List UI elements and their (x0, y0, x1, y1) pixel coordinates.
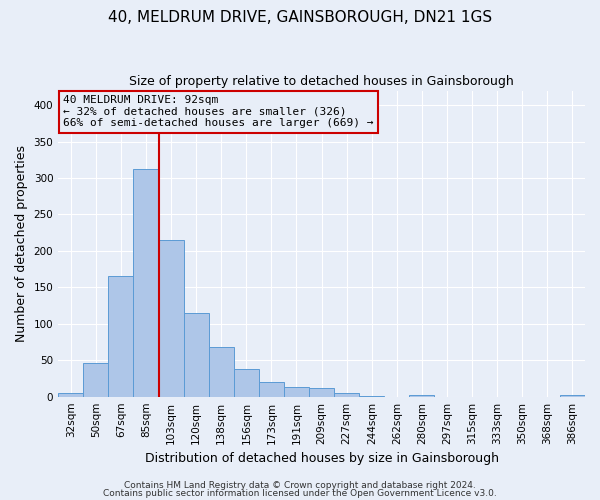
X-axis label: Distribution of detached houses by size in Gainsborough: Distribution of detached houses by size … (145, 452, 499, 465)
Title: Size of property relative to detached houses in Gainsborough: Size of property relative to detached ho… (129, 75, 514, 88)
Bar (234, 369, 259, 396)
Bar (58, 393, 83, 396)
Bar (184, 313, 209, 396)
Bar (109, 276, 133, 396)
Bar (133, 170, 158, 396)
Text: 40 MELDRUM DRIVE: 92sqm
← 32% of detached houses are smaller (326)
66% of semi-d: 40 MELDRUM DRIVE: 92sqm ← 32% of detache… (64, 95, 374, 128)
Y-axis label: Number of detached properties: Number of detached properties (15, 145, 28, 342)
Bar (334, 393, 359, 396)
Text: Contains public sector information licensed under the Open Government Licence v3: Contains public sector information licen… (103, 488, 497, 498)
Bar (560, 395, 585, 396)
Bar (158, 240, 184, 396)
Bar (409, 395, 434, 396)
Text: Contains HM Land Registry data © Crown copyright and database right 2024.: Contains HM Land Registry data © Crown c… (124, 481, 476, 490)
Bar (209, 347, 234, 397)
Bar (259, 382, 284, 396)
Bar (284, 387, 309, 396)
Bar (83, 363, 109, 396)
Bar (309, 388, 334, 396)
Text: 40, MELDRUM DRIVE, GAINSBOROUGH, DN21 1GS: 40, MELDRUM DRIVE, GAINSBOROUGH, DN21 1G… (108, 10, 492, 25)
